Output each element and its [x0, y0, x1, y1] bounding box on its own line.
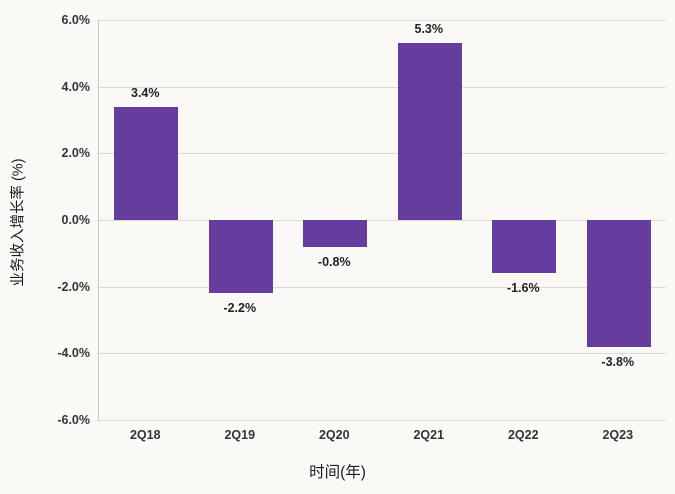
x-tick-label: 2Q20: [318, 428, 350, 442]
x-tick-label: 2Q22: [507, 428, 539, 442]
bar-data-label: 3.4%: [131, 85, 160, 100]
bar-data-label: -2.2%: [223, 301, 257, 316]
gridline: [99, 420, 666, 421]
bar-2Q21: [397, 43, 462, 220]
bar-data-label: -1.6%: [506, 281, 540, 296]
y-tick-label: 6.0%: [61, 13, 91, 27]
bar-2Q22: [492, 220, 557, 274]
plot-area: [98, 20, 666, 421]
bar-data-label: 5.3%: [414, 22, 444, 37]
x-tick-label: 2Q21: [413, 428, 445, 442]
gridline: [99, 353, 666, 355]
bar-2Q19: [208, 220, 273, 294]
gridline: [99, 286, 666, 288]
y-tick-label: -4.0%: [57, 346, 90, 361]
y-tick-label: 2.0%: [61, 146, 91, 161]
bar-2Q20: [303, 220, 368, 247]
y-tick-label: -2.0%: [57, 279, 90, 294]
gridline: [99, 153, 666, 155]
x-tick-label: 2Q18: [129, 428, 161, 442]
y-tick-label: -6.0%: [57, 413, 90, 427]
gridline: [99, 20, 666, 21]
y-tick-label: 0.0%: [61, 213, 91, 227]
gridline: [99, 220, 666, 221]
bar-data-label: -3.8%: [601, 354, 635, 369]
bar-data-label: -0.8%: [317, 254, 351, 269]
gridline: [99, 86, 666, 88]
bar-2Q23: [586, 220, 651, 347]
bar-2Q18: [114, 106, 179, 220]
x-tick-label: 2Q19: [224, 428, 256, 442]
x-tick-label: 2Q23: [602, 428, 634, 442]
y-tick-label: 4.0%: [61, 79, 91, 94]
x-axis-title: 时间(年): [309, 464, 366, 481]
